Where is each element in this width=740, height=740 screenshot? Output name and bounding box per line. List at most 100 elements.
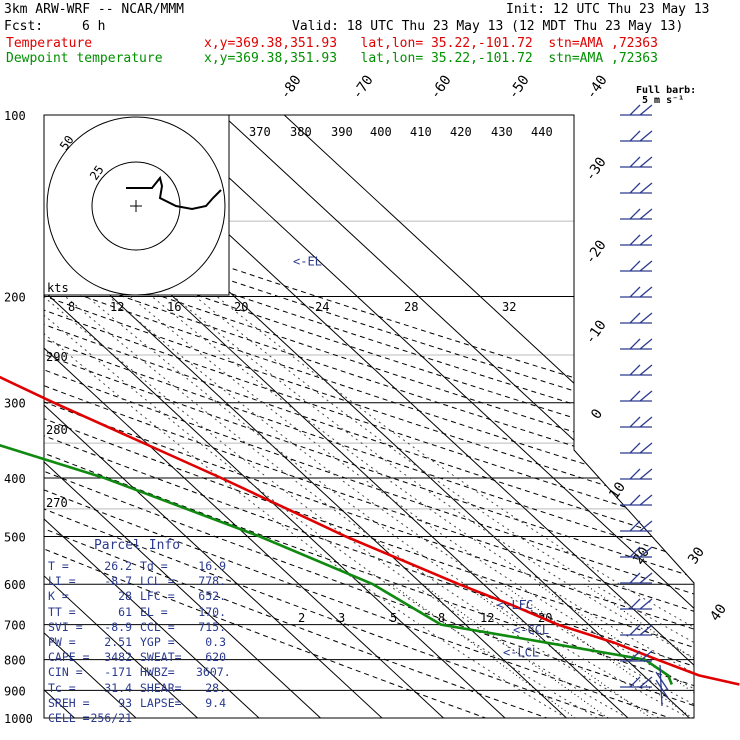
mixing-ratio-label: 16 xyxy=(167,300,181,314)
wind-barb-line xyxy=(620,130,653,142)
parcel-value: -171 xyxy=(104,665,132,680)
pressure-tick-label: 100 xyxy=(4,109,26,123)
dry-adiabat xyxy=(44,139,694,718)
wind-barb xyxy=(620,650,653,662)
parcel-value: -8.9 xyxy=(104,619,132,634)
forecast-label: Fcst: xyxy=(4,19,44,34)
parcel-key xyxy=(132,711,196,726)
pressure-tick-label: 500 xyxy=(4,530,26,544)
mixing-ratio-line xyxy=(584,583,694,718)
parcel-key: SWEAT= xyxy=(140,650,182,665)
wind-barb-line xyxy=(620,598,653,610)
parcel-value: 31.4 xyxy=(104,680,132,695)
temperature-profile xyxy=(0,375,740,686)
theta-label: 410 xyxy=(410,125,432,139)
moist-adiabat xyxy=(86,296,690,718)
model-title: 3km ARW-WRF -- NCAR/MMM xyxy=(4,2,185,17)
wind-barb xyxy=(620,624,653,636)
wind-barb xyxy=(620,416,653,428)
parcel-row: K = 28 LFC = 652. xyxy=(48,589,226,604)
theta-label: 440 xyxy=(531,125,553,139)
parcel-value: 778. xyxy=(198,574,226,589)
wind-barb-line xyxy=(620,312,653,324)
mixing-ratio-label: 12 xyxy=(110,300,124,314)
parcel-row: Tc = 31.4 SHEAR= 28. xyxy=(48,681,226,696)
parcel-value: 26.2 xyxy=(104,559,132,573)
hodograph-ring-label-25: 25 xyxy=(87,163,107,183)
wind-barb-line xyxy=(620,520,653,532)
hodograph-ring-50 xyxy=(46,116,226,296)
isotherm-label: 40 xyxy=(707,601,730,624)
wind-barb xyxy=(620,260,653,272)
pressure-tick-label: 200 xyxy=(4,291,26,305)
theta-label: 380 xyxy=(290,125,312,139)
mixing-ratio-label: 2 xyxy=(298,611,305,625)
wind-barb xyxy=(620,156,653,168)
plot-border xyxy=(43,114,695,719)
parcel-value: 3482 xyxy=(104,650,132,665)
parcel-info-title: Parcel Info xyxy=(93,538,181,553)
isotherm-label: -20 xyxy=(582,237,610,267)
parcel-key: SVI = xyxy=(48,619,83,634)
moist-adiabat xyxy=(194,296,694,718)
parcel-row: CIN = -171 HWBZ= 3607. xyxy=(48,665,231,680)
pressure-tick-label: 300 xyxy=(4,397,26,411)
parcel-value: 3607. xyxy=(196,665,231,680)
parcel-value: 28 xyxy=(118,589,132,604)
dry-adiabat xyxy=(44,139,694,718)
wind-barb-line xyxy=(620,416,653,428)
wind-barb xyxy=(620,130,653,142)
wind-barb xyxy=(620,286,653,298)
moist-adiabat xyxy=(129,296,694,718)
parcel-value: 652. xyxy=(198,589,226,604)
wind-barb-line xyxy=(620,182,653,194)
wind-barb xyxy=(620,234,653,246)
wind-barb xyxy=(620,104,653,116)
moist-adiabat xyxy=(44,296,629,718)
wind-barb xyxy=(620,442,653,454)
isotherm-label: -40 xyxy=(583,72,611,102)
dry-adiabat xyxy=(44,139,646,718)
theta-label: 420 xyxy=(450,125,472,139)
moist-adiabat xyxy=(108,296,694,718)
mixing-ratio-line xyxy=(462,583,652,718)
pressure-tick-label: 400 xyxy=(4,472,26,486)
parcel-value: -8.7 xyxy=(104,574,132,589)
isotherm-line xyxy=(44,115,520,718)
wind-barb xyxy=(620,572,653,584)
wind-barb-line xyxy=(620,572,653,584)
theta-label: 280 xyxy=(46,423,68,437)
parcel-value: 620 xyxy=(205,650,226,665)
wind-barb-line xyxy=(620,104,653,116)
wind-barb xyxy=(620,364,653,376)
theta-label: 430 xyxy=(491,125,513,139)
isotherm-line xyxy=(44,115,458,718)
mixing-ratio-label: 5 xyxy=(390,611,397,625)
wind-barb-line xyxy=(620,494,653,506)
wind-barb xyxy=(620,676,653,688)
mixing-ratio-label: 24 xyxy=(315,300,329,314)
wind-barb-line xyxy=(620,468,653,480)
wind-barb-line xyxy=(620,208,653,220)
parcel-key: Tc = xyxy=(48,680,76,695)
wind-barb-line xyxy=(620,286,653,298)
dry-adiabat xyxy=(44,139,584,718)
hodograph-units: kts xyxy=(47,281,69,295)
moist-adiabat xyxy=(151,296,694,718)
theta-label: 270 xyxy=(46,496,68,510)
wind-barb-line xyxy=(620,260,653,272)
wind-barb-line xyxy=(620,650,653,662)
level-annotation: <-LCL xyxy=(503,645,539,659)
wind-barb xyxy=(620,468,653,480)
moist-adiabat xyxy=(44,296,598,718)
parcel-key: CIN = xyxy=(48,665,83,680)
level-annotation: <-LFC xyxy=(497,598,533,612)
parcel-value: 93 xyxy=(118,695,132,710)
wind-barb xyxy=(620,494,653,506)
parcel-value: 61 xyxy=(118,604,132,619)
isotherm-line xyxy=(44,115,335,718)
parcel-row: T = 26.2 Td = 16.9 xyxy=(48,559,226,574)
mixing-ratio-label: 8 xyxy=(68,300,75,314)
parcel-value: 2.51 xyxy=(104,634,132,649)
parcel-key: LAPSE= xyxy=(140,695,182,710)
